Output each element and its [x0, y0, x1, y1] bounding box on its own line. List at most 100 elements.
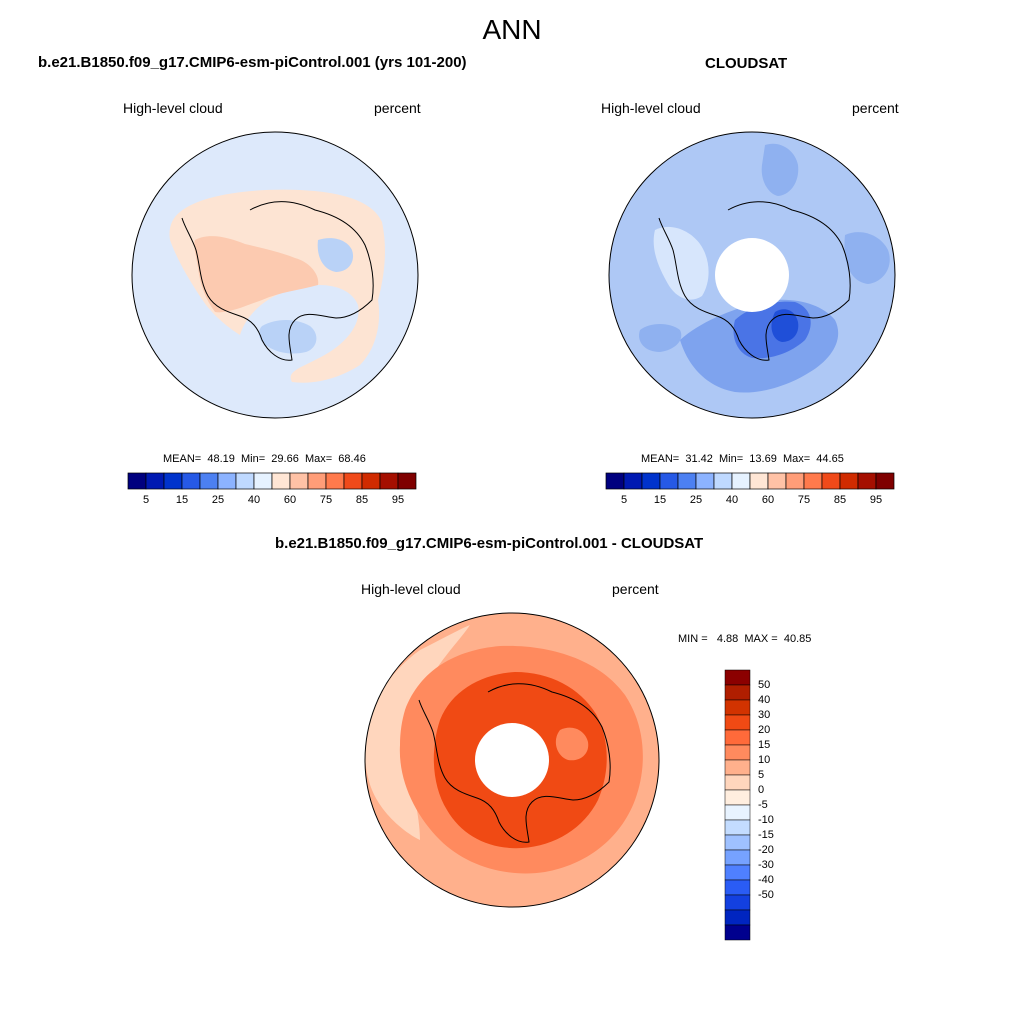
- colorbar-swatch: [724, 669, 751, 686]
- cb2-tick-label: 85: [833, 494, 847, 506]
- colorbar-swatch: [659, 472, 679, 490]
- cb2-tick-label: 75: [797, 494, 811, 506]
- panel3-max-value: 40.85: [783, 633, 812, 645]
- colorbar-swatch: [343, 472, 363, 490]
- cb3-tick-label: 15: [758, 739, 771, 751]
- colorbar-swatch: [181, 472, 201, 490]
- cb3-tick-label: -30: [758, 859, 774, 871]
- panel3-map: [364, 612, 660, 908]
- figure-title: ANN: [482, 14, 542, 45]
- cb3-tick-label: 0: [758, 784, 765, 796]
- colorbar-swatch: [724, 909, 751, 926]
- colorbar-swatch: [253, 472, 273, 490]
- panel3-stats: MIN = 4.88 MAX = 40.85: [678, 633, 811, 645]
- colorbar-swatch: [767, 472, 787, 490]
- colorbar-swatch: [803, 472, 823, 490]
- colorbar-swatch: [724, 789, 751, 806]
- panel3-map-border: [364, 612, 660, 908]
- colorbar-swatch: [724, 849, 751, 866]
- panel3-contour-pale-patch: [555, 727, 589, 761]
- colorbar-swatch: [145, 472, 165, 490]
- panel3-max-label: MAX =: [744, 633, 778, 645]
- panel1-map-border: [131, 131, 419, 419]
- panel1-mean-label: MEAN=: [163, 453, 202, 465]
- cb1-tick-label: 25: [211, 494, 225, 506]
- panel2-contour-mid-north: [761, 143, 799, 196]
- colorbar-swatch: [271, 472, 291, 490]
- cb3-tick-label: 30: [758, 709, 771, 721]
- cb1-tick-label: 60: [283, 494, 297, 506]
- panel1-contour-blue-south: [259, 320, 317, 354]
- colorbar-swatch: [199, 472, 219, 490]
- colorbar-swatch: [623, 472, 643, 490]
- panel2-coastline: [658, 201, 851, 361]
- cb1-tick-label: 95: [391, 494, 405, 506]
- cb3-tick-label: -40: [758, 874, 774, 886]
- panel2-mean-label: MEAN=: [641, 453, 680, 465]
- colorbar-swatch: [217, 472, 237, 490]
- colorbar-swatch: [724, 684, 751, 701]
- colorbar-swatch: [325, 472, 345, 490]
- panel3-min-value: 4.88: [716, 633, 739, 645]
- cb3-tick-label: 10: [758, 754, 771, 766]
- cb2-tick-label: 40: [725, 494, 739, 506]
- cb2-tick-label: 15: [653, 494, 667, 506]
- colorbar-swatch: [724, 819, 751, 836]
- panel2-stats: MEAN= 31.42 Min= 13.69 Max= 44.65: [641, 453, 844, 465]
- cb2-tick-label: 5: [620, 494, 628, 506]
- panel1-map: [131, 131, 419, 419]
- panel3-title: b.e21.B1850.f09_g17.CMIP6-esm-piControl.…: [275, 535, 704, 552]
- colorbar-swatch: [379, 472, 399, 490]
- cb1-tick-label: 85: [355, 494, 369, 506]
- cb3-tick-label: -15: [758, 829, 774, 841]
- panel1-left-label: High-level cloud: [123, 100, 223, 116]
- colorbar-swatch: [724, 744, 751, 761]
- colorbar-swatch: [785, 472, 805, 490]
- panel1-stats: MEAN= 48.19 Min= 29.66 Max= 68.46: [163, 453, 366, 465]
- cb3-tick-label: 40: [758, 694, 771, 706]
- colorbar-swatch: [235, 472, 255, 490]
- panel2-polar-mask: [715, 238, 789, 312]
- panel2-contour-darkest: [771, 309, 799, 342]
- panel2-min-label: Min=: [719, 453, 744, 465]
- cb1-tick-label: 40: [247, 494, 261, 506]
- cb2-tick-label: 25: [689, 494, 703, 506]
- panel2-max-label: Max=: [782, 453, 811, 465]
- panel3-colorbar: [724, 669, 751, 941]
- panel1-min-label: Min=: [241, 453, 266, 465]
- panel2-contour-mid-east: [844, 232, 890, 284]
- colorbar-swatch: [677, 472, 697, 490]
- panel2-left-label: High-level cloud: [601, 100, 701, 116]
- colorbar-swatch: [857, 472, 877, 490]
- colorbar-swatch: [875, 472, 895, 490]
- panel1-contour-blue-center: [317, 238, 354, 272]
- panel2-max-value: 44.65: [816, 453, 844, 465]
- panel2-contour-mid-west-ellipse: [639, 324, 682, 352]
- colorbar-swatch: [127, 472, 147, 490]
- colorbar-swatch: [731, 472, 751, 490]
- cb2-tick-label: 60: [761, 494, 775, 506]
- panel2-title: CLOUDSAT: [705, 55, 788, 72]
- panel1-max-value: 68.46: [338, 453, 366, 465]
- colorbar-swatch: [724, 894, 751, 911]
- cb3-tick-label: -10: [758, 814, 774, 826]
- panel1-min-value: 29.66: [271, 453, 299, 465]
- colorbar-swatch: [724, 699, 751, 716]
- colorbar-swatch: [163, 472, 183, 490]
- panel1-coastline: [181, 201, 374, 361]
- colorbar-swatch: [749, 472, 769, 490]
- panel2-min-value: 13.69: [749, 453, 777, 465]
- colorbar-swatch: [361, 472, 381, 490]
- panel3-polar-mask: [475, 723, 549, 797]
- colorbar-swatch: [724, 879, 751, 896]
- colorbar-swatch: [713, 472, 733, 490]
- cb3-tick-label: -20: [758, 844, 774, 856]
- colorbar-swatch: [695, 472, 715, 490]
- panel2-units: percent: [852, 100, 899, 116]
- panel2-mean-value: 31.42: [685, 453, 713, 465]
- colorbar-swatch: [397, 472, 417, 490]
- panel1-units: percent: [374, 100, 421, 116]
- panel3-left-label: High-level cloud: [361, 581, 461, 597]
- panel2-colorbar: [605, 472, 895, 490]
